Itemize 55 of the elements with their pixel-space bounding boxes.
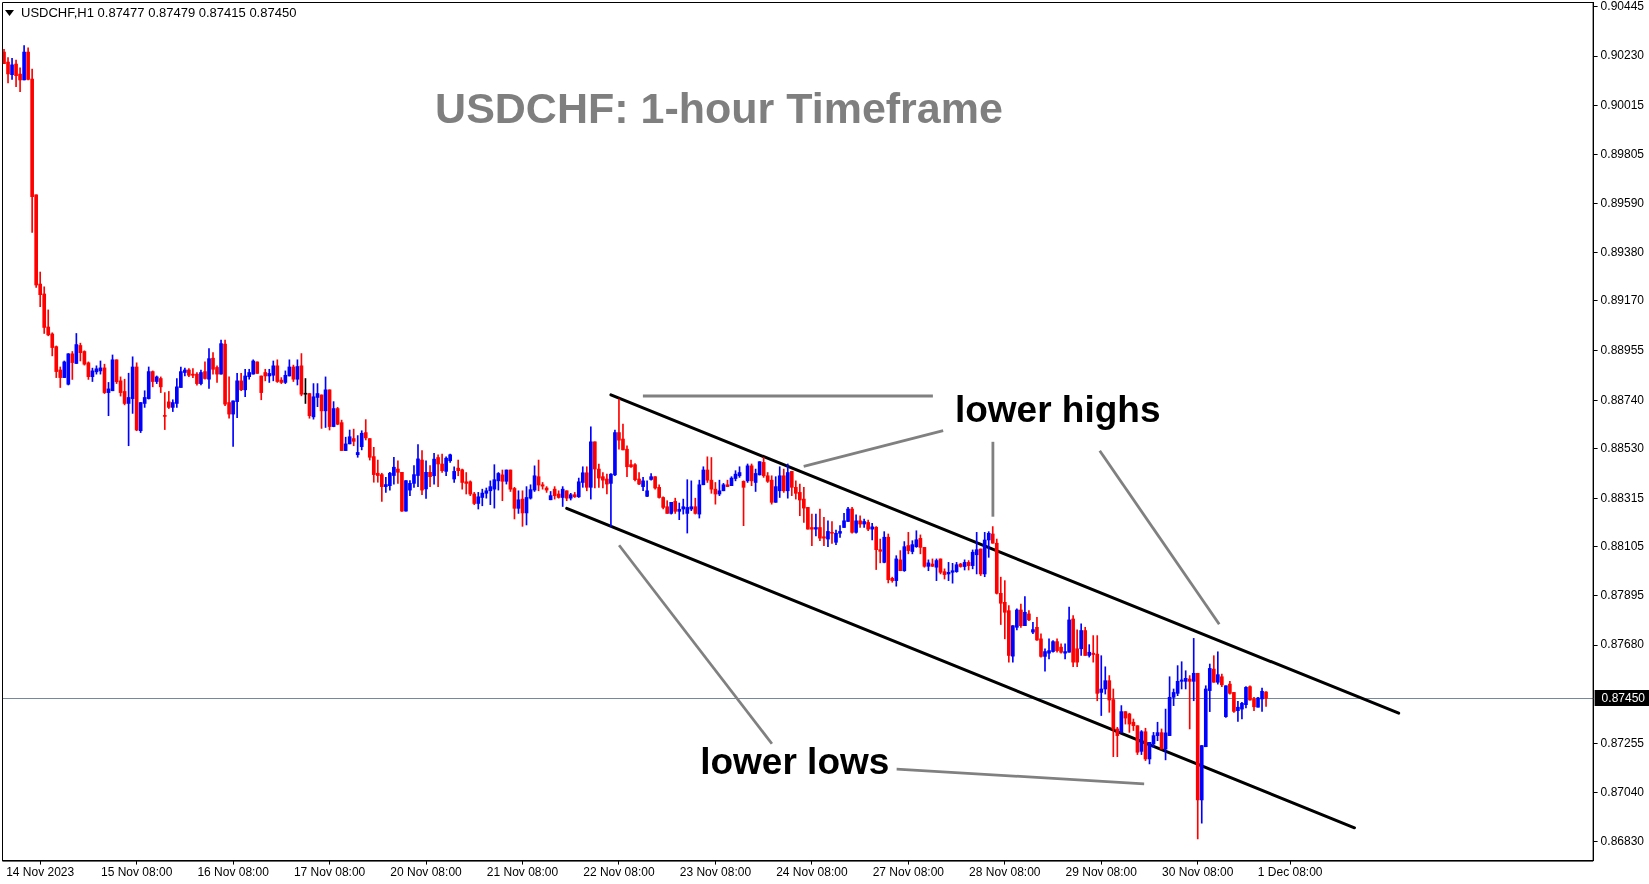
x-tick-label: 1 Dec 08:00 [1257,865,1323,880]
y-tick-label: 0.89805 [1600,146,1645,161]
y-tick-label: 0.86830 [1600,833,1645,848]
x-tick-label: 29 Nov 08:00 [1065,865,1138,880]
y-tick-label: 0.87680 [1600,637,1645,652]
y-tick-label: 0.88530 [1600,441,1645,456]
y-tick-label: 0.90015 [1600,98,1645,113]
x-tick-label: 28 Nov 08:00 [969,865,1041,880]
x-tick-label: 16 Nov 08:00 [197,865,270,880]
candlestick [464,472,469,495]
candlestick [830,521,834,544]
candlestick [428,465,432,487]
candlestick [617,398,621,450]
y-tick-label: 0.88740 [1600,392,1645,407]
x-tick-label: 30 Nov 08:00 [1162,865,1234,880]
candlestick [267,368,272,383]
y-tick-label: 0.90445 [1600,0,1645,13]
ref-line-label: 0.87450 [1601,690,1646,705]
annotation: lower highs [954,388,1161,431]
candlestick [677,502,682,520]
y-tick-label: 0.87255 [1600,735,1645,750]
candlestick [355,435,360,458]
x-tick-label: 23 Nov 08:00 [679,865,752,880]
candlestick [1099,655,1104,716]
x-tick-label: 15 Nov 08:00 [100,865,173,880]
candlestick [822,517,826,547]
x-tick-label: 21 Nov 08:00 [486,865,559,880]
y-tick-label: 0.88955 [1600,342,1645,357]
y-tick-label: 0.88105 [1600,539,1645,554]
candlestick [870,523,874,541]
candlestick [162,392,167,430]
y-tick-label: 0.89590 [1600,196,1645,211]
candlestick [351,428,356,447]
candlestick [1031,621,1035,635]
y-tick-label: 0.87040 [1600,785,1645,800]
candlestick [1191,638,1196,702]
annotation: USDCHF,H1 0.87477 0.87479 0.87415 0.87450 [21,5,297,20]
y-tick-label: 0.89380 [1600,244,1645,259]
x-tick-label: 27 Nov 08:00 [872,865,945,880]
candlestick [436,454,440,487]
text: USDCHF: 1-hour Timeframe [435,83,1003,133]
y-tick-label: 0.87895 [1600,587,1645,602]
x-tick-label: 17 Nov 08:00 [293,865,366,880]
x-tick-label: 24 Nov 08:00 [776,865,848,880]
candlestick [685,479,690,534]
candlestick [814,513,818,537]
candlestick [1187,675,1192,730]
annotation: lower lows [700,740,890,783]
x-tick-label: 20 Nov 08:00 [390,865,463,880]
candlestick [1236,700,1240,722]
x-tick-label: 22 Nov 08:00 [583,865,655,880]
x-tick-label: 14 Nov 2023 [6,865,75,880]
y-tick-label: 0.90230 [1600,48,1645,63]
y-tick-label: 0.89170 [1600,293,1645,308]
y-tick-label: 0.88315 [1600,490,1645,505]
